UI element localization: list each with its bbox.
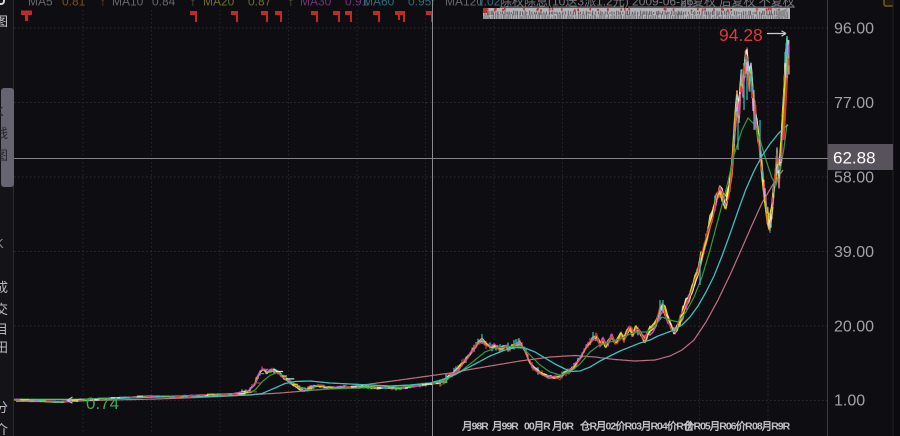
svg-text:08月R9R: 08月R9R [752,421,791,433]
svg-text:图: 图 [0,148,8,163]
svg-text:MA10: MA10 [112,0,144,9]
svg-text:田: 田 [0,340,8,355]
svg-text:↑: ↑ [190,0,196,9]
svg-text:0.95: 0.95 [408,0,432,9]
svg-text:39.00: 39.00 [834,244,874,261]
svg-text:交: 交 [0,302,8,317]
svg-text:仓R: 仓R [579,420,597,433]
svg-text:价R05月R06价R: 价R05月R06价R [684,421,753,433]
svg-text:K: K [0,104,4,119]
svg-text:MA30: MA30 [300,0,332,9]
svg-text:0.84: 0.84 [152,0,176,9]
svg-text:77.00: 77.00 [834,95,874,112]
svg-text:1.00: 1.00 [834,393,865,410]
svg-text:月02价R03月R04价R仓: 月02价R03月R04价R仓 [595,420,694,433]
svg-text:MA20: MA20 [203,0,235,9]
svg-text:0.81: 0.81 [62,0,86,9]
svg-text:介: 介 [0,422,8,436]
svg-text:图: 图 [0,14,8,29]
svg-text:成: 成 [0,280,8,295]
svg-text:96.00: 96.00 [834,21,874,38]
svg-text:除权除息(10送3派1.2元) 2009-06-26: 除权除息(10送3派1.2元) 2009-06-26 [500,0,694,9]
svg-text:分: 分 [0,400,8,415]
svg-text:月99R: 月99R [491,421,519,433]
svg-text:1.02: 1.02 [477,0,501,9]
svg-text:0.74: 0.74 [86,394,119,413]
svg-text:月98R: 月98R [461,421,489,433]
svg-text:MA120: MA120 [445,0,483,9]
svg-text:↑: ↑ [288,0,294,9]
svg-text:58.00: 58.00 [834,169,874,186]
svg-text:00月R: 00月R [524,421,551,433]
svg-text:94.28: 94.28 [719,25,763,45]
svg-text:MA5: MA5 [28,0,53,9]
svg-text:月0R: 月0R [551,421,574,433]
svg-text:MA60: MA60 [363,0,395,9]
svg-text:0.87: 0.87 [248,0,272,9]
svg-text:62.88: 62.88 [833,149,876,168]
svg-text:0.91: 0.91 [345,0,369,9]
svg-text:线: 线 [0,126,8,141]
svg-text:前复权 后复权 不复权: 前复权 后复权 不复权 [680,0,795,9]
svg-text:K: K [0,236,4,251]
svg-text:目: 目 [0,322,8,337]
svg-text:↑: ↑ [100,0,106,9]
svg-text:20.00: 20.00 [834,318,874,335]
